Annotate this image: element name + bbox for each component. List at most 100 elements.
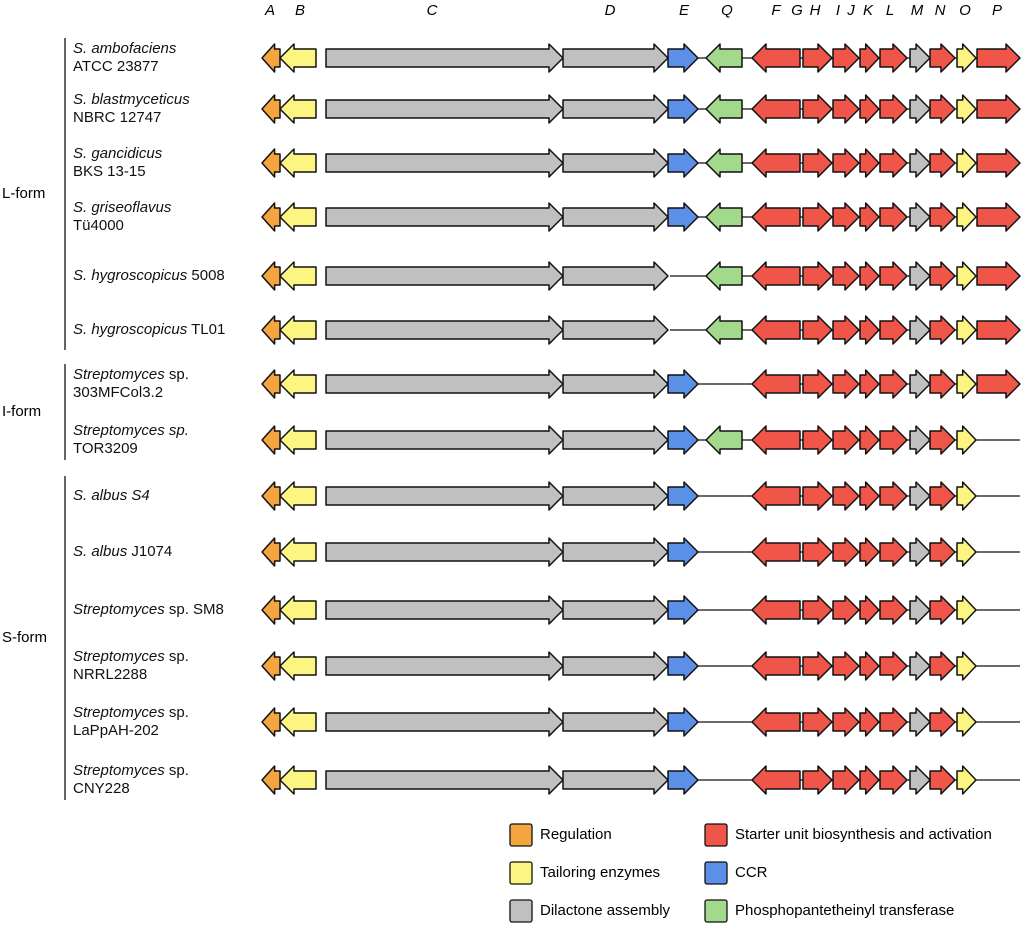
gene-label: A: [264, 2, 276, 19]
gene-arrow: [261, 315, 281, 345]
gene-arrow: [802, 261, 833, 291]
strain-line: NRRL2288: [73, 666, 189, 684]
legend-swatch: [509, 861, 533, 885]
gene-arrow: [325, 651, 564, 681]
gene-arrow: [802, 707, 833, 737]
strain-text: S. hygroscopicus: [73, 267, 188, 284]
gene-arrow: [929, 261, 956, 291]
gene-arrow: [859, 765, 880, 795]
gene-arrow: [751, 481, 801, 511]
gene-label: O: [959, 2, 971, 19]
gene-arrow: [667, 369, 699, 399]
gene-arrow: [929, 425, 956, 455]
gene-arrow: [879, 43, 908, 73]
strain-line: Streptomyces sp.: [73, 648, 189, 666]
strain-line: Streptomyces sp. SM8: [73, 601, 224, 619]
strain-text: S. griseoflavus: [73, 199, 172, 216]
gene-label: B: [294, 2, 306, 19]
gene-label: C: [426, 2, 438, 19]
gene-arrow: [956, 148, 977, 178]
strain-line: BKS 13-15: [73, 163, 162, 181]
gene-arrow: [751, 315, 801, 345]
strain-line: ATCC 23877: [73, 58, 176, 76]
gene-arrow: [562, 481, 669, 511]
strain-text: NRRL2288: [73, 666, 148, 683]
gene-arrow: [929, 148, 956, 178]
gene-arrow: [562, 765, 669, 795]
gene-arrow: [859, 94, 880, 124]
gene-arrow: [832, 315, 860, 345]
gene-arrow: [909, 94, 931, 124]
gene-arrow: [802, 315, 833, 345]
gene-arrow: [705, 148, 743, 178]
strain-line: TOR3209: [73, 440, 189, 458]
strain-line: S. gancidicus: [73, 145, 162, 163]
gene-arrow: [929, 369, 956, 399]
gene-label: J: [847, 2, 855, 19]
gene-arrow: [956, 369, 977, 399]
gene-arrow: [751, 707, 801, 737]
gene-arrow: [802, 94, 833, 124]
gene-arrow: [879, 481, 908, 511]
gene-arrow: [261, 261, 281, 291]
gene-arrow: [562, 707, 669, 737]
gene-arrow: [705, 94, 743, 124]
gene-arrow: [667, 148, 699, 178]
gene-arrow: [929, 707, 956, 737]
gene-arrow: [909, 537, 931, 567]
gene-arrow: [929, 595, 956, 625]
gene-arrow: [956, 765, 977, 795]
strain-line: S. ambofaciens: [73, 40, 176, 58]
gene-arrow: [956, 481, 977, 511]
strain-text: Streptomyces: [73, 648, 165, 665]
gene-arrow: [879, 369, 908, 399]
strain-label: S. gancidicus BKS 13-15: [73, 145, 162, 181]
gene-arrow: [879, 707, 908, 737]
gene-arrow: [929, 202, 956, 232]
gene-arrow: [802, 369, 833, 399]
gene-arrow: [832, 651, 860, 681]
gene-arrow: [667, 481, 699, 511]
gene-arrow: [261, 94, 281, 124]
gene-arrow: [802, 425, 833, 455]
gene-arrow: [562, 202, 669, 232]
gene-arrow: [832, 369, 860, 399]
gene-arrow: [879, 94, 908, 124]
gene-arrow: [261, 369, 281, 399]
gene-arrow: [325, 43, 564, 73]
gene-arrow: [909, 425, 931, 455]
gene-label: H: [809, 2, 821, 19]
gene-arrow: [667, 425, 699, 455]
gene-arrow: [667, 537, 699, 567]
strain-label: Streptomyces sp. CNY228: [73, 762, 189, 798]
gene-arrow: [956, 315, 977, 345]
strain-line: CNY228: [73, 780, 189, 798]
gene-label: M: [910, 2, 924, 19]
gene-arrow: [279, 148, 317, 178]
gene-label: D: [604, 2, 616, 19]
gene-arrow: [751, 651, 801, 681]
gene-arrow: [832, 765, 860, 795]
legend-label: CCR: [735, 864, 768, 881]
strain-text: NBRC 12747: [73, 109, 162, 126]
strain-label: S. hygroscopicus 5008: [73, 267, 225, 285]
gene-arrow: [705, 425, 743, 455]
gene-arrow: [879, 765, 908, 795]
strain-label: S. blastmyceticus NBRC 12747: [73, 91, 190, 127]
gene-arrow: [562, 595, 669, 625]
gene-arrow: [909, 261, 931, 291]
gene-arrow: [879, 148, 908, 178]
gene-arrow: [956, 94, 977, 124]
gene-arrow: [751, 595, 801, 625]
gene-arrow: [279, 651, 317, 681]
gene-arrow: [705, 261, 743, 291]
gene-arrow: [859, 202, 880, 232]
gene-arrow: [909, 595, 931, 625]
gene-arrow: [562, 537, 669, 567]
gene-arrow: [667, 765, 699, 795]
gene-arrow: [751, 148, 801, 178]
gene-arrow: [325, 765, 564, 795]
gene-arrow: [976, 369, 1021, 399]
gene-arrow: [802, 765, 833, 795]
